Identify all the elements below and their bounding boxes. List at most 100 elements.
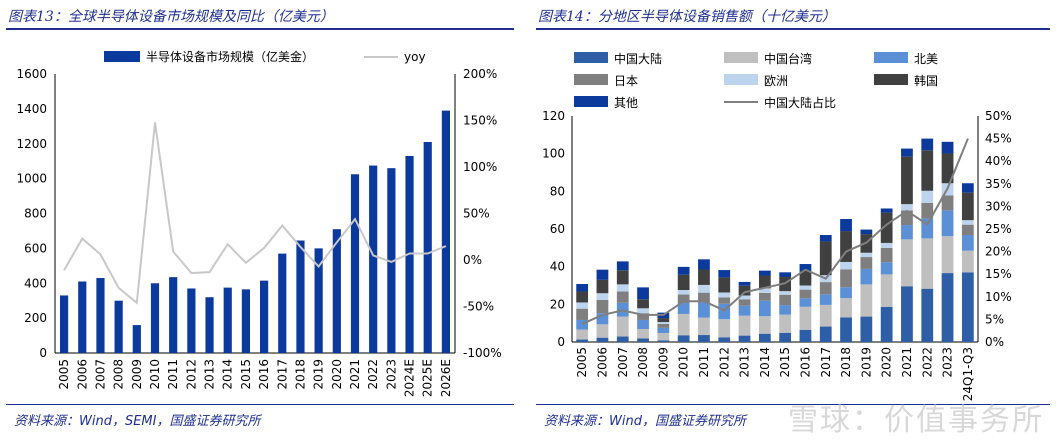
legend-swatch (574, 96, 608, 107)
x-tick-label: 2021 (900, 347, 914, 378)
x-tick-label: 2012 (184, 359, 198, 390)
region-bar-segment (718, 319, 731, 338)
region-bar-segment (860, 284, 873, 317)
region-bar-segment (637, 313, 649, 320)
region-bar-segment (941, 273, 954, 342)
x-tick-label: 2014 (758, 347, 772, 378)
x-tick-label: 2022 (366, 359, 380, 390)
left-source-rule (6, 404, 514, 405)
x-tick-label: 2018 (293, 359, 307, 390)
region-bar-segment (718, 303, 731, 320)
region-bar-segment (637, 329, 649, 339)
market-size-bar (60, 295, 69, 353)
right-chart-title: 图表14：分地区半导体设备销售额（十亿美元） (538, 9, 836, 25)
x-tick-label: 2017 (275, 359, 289, 390)
region-bar-segment (901, 148, 913, 157)
x-tick-label: 2023 (384, 359, 398, 390)
left-y-tick-label: 1000 (16, 172, 47, 186)
market-size-bar (187, 288, 196, 353)
region-bar-segment (718, 297, 731, 304)
legend-label: 日本 (614, 74, 638, 88)
yoy-line (63, 122, 447, 305)
region-bar-segment (941, 236, 954, 274)
x-tick-label: 2009 (656, 347, 670, 378)
left-y-tick-label: 60 (550, 222, 565, 236)
region-bar-segment (657, 318, 670, 323)
region-bar-segment (718, 292, 731, 298)
region-bar-segment (880, 247, 893, 263)
region-bar-segment (698, 259, 710, 270)
market-size-bar (132, 325, 141, 353)
region-bar-segment (596, 324, 609, 338)
x-tick-label: 2019 (312, 359, 326, 390)
region-bar-segment (657, 327, 670, 333)
right-y-tick-label: 30% (985, 199, 1012, 213)
left-y-tick-label: 400 (24, 276, 47, 290)
market-size-bar (260, 280, 269, 353)
legend-label: 中国大陆占比 (764, 95, 836, 110)
x-tick-label: 2015 (778, 347, 792, 378)
region-bar-segment (698, 302, 710, 318)
region-bar-segment (616, 284, 629, 292)
region-bar-segment (657, 332, 670, 341)
left-y-tick-label: 40 (550, 260, 565, 274)
region-bar-segment (961, 224, 974, 236)
region-bar-segment (819, 326, 832, 342)
x-tick-label: 2026E (439, 359, 453, 397)
x-tick-label: 2006 (75, 359, 89, 390)
region-bar-segment (779, 272, 792, 278)
region-bar-segment (941, 210, 954, 237)
market-size-bar (169, 277, 178, 353)
x-tick-label: 2010 (148, 359, 162, 390)
region-bar-segment (616, 261, 629, 271)
region-bar-segment (718, 337, 731, 342)
region-bar-segment (880, 242, 893, 248)
region-bar-segment (779, 294, 792, 306)
region-bar-segment (738, 315, 751, 336)
market-size-bar (441, 110, 450, 354)
region-bar-segment (698, 292, 710, 303)
market-size-bar (223, 287, 232, 353)
x-tick-label: 2016 (798, 347, 812, 378)
legend-label: 韩国 (914, 73, 938, 88)
region-bar-segment (576, 302, 589, 309)
region-bar-segment (840, 298, 852, 318)
region-bar-segment (799, 285, 812, 290)
x-tick-label: 2019 (859, 347, 873, 378)
x-tick-label: 2022 (920, 347, 934, 378)
region-bar-segment (758, 270, 771, 276)
region-bar-segment (799, 306, 812, 330)
region-bar-segment (799, 270, 812, 286)
watermark: 雪球：价值事务所 (788, 403, 1044, 438)
market-size-bar (387, 168, 396, 353)
x-tick-label: 2005 (575, 347, 589, 378)
market-size-bar (369, 165, 378, 353)
left-y-tick-label: 1600 (16, 67, 47, 81)
x-tick-label: 2014 (221, 359, 235, 390)
region-bar-segment (819, 304, 832, 327)
right-y-tick-label: 25% (985, 222, 1012, 236)
market-size-bar (96, 278, 105, 353)
market-size-bar (423, 142, 432, 353)
region-bar-segment (677, 335, 690, 342)
x-tick-label: 2006 (595, 347, 609, 378)
region-bar-segment (779, 332, 792, 342)
region-bar-segment (657, 340, 670, 342)
region-bar-segment (921, 288, 934, 342)
region-bar-segment (576, 339, 589, 342)
region-bar-segment (616, 316, 629, 337)
region-bar-segment (941, 153, 954, 184)
left-y-tick-label: 800 (24, 207, 47, 221)
x-tick-label: 2010 (677, 347, 691, 378)
right-y-tick-label: 0% (985, 335, 1004, 349)
right-chart-panel: 图表14：分地区半导体设备销售额（十亿美元） 0 20 40 60 80 100 120 0%… (530, 0, 1056, 445)
legend-label-market-size: 半导体设备市场规模（亿美金） (146, 49, 314, 64)
right-y-tick-label: 50% (463, 207, 490, 221)
x-tick-label: 24Q1-Q3 (961, 347, 975, 401)
legend-swatch (874, 52, 908, 63)
legend-label: 其他 (614, 96, 638, 110)
market-size-bar (332, 229, 341, 353)
x-tick-label: 2005 (57, 359, 71, 390)
region-bar-segment (616, 291, 629, 303)
market-size-bar (114, 300, 123, 353)
